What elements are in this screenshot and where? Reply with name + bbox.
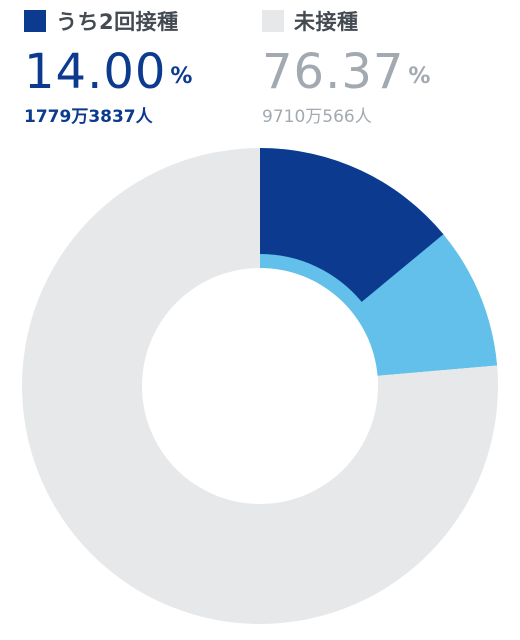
second-dose-percent-row: 14.00 % [24,42,192,96]
unvaccinated-count: 9710万566人 [262,107,372,127]
second-dose-swatch [24,10,46,32]
legend-unvaccinated: 未接種 76.37 % 9710万566人 [262,6,430,128]
unvaccinated-slice [22,148,498,624]
second-dose-count: 1779万3837人 [24,107,153,127]
second-dose-percent: 14.00 [24,44,167,100]
unvaccinated-percent-row: 76.37 % [262,42,430,96]
unvaccinated-label: 未接種 [294,10,359,34]
unvaccinated-percent: 76.37 [262,44,405,100]
legend-second-dose-header: うち2回接種 [24,6,192,36]
legend-second-dose: うち2回接種 14.00 % 1779万3837人 [24,6,192,128]
second-dose-label: うち2回接種 [56,10,179,34]
unvaccinated-percent-unit: % [408,64,431,89]
second-dose-percent-unit: % [170,64,193,89]
unvaccinated-swatch [262,10,284,32]
legend-unvaccinated-header: 未接種 [262,6,430,36]
second-dose-slice [260,148,444,302]
